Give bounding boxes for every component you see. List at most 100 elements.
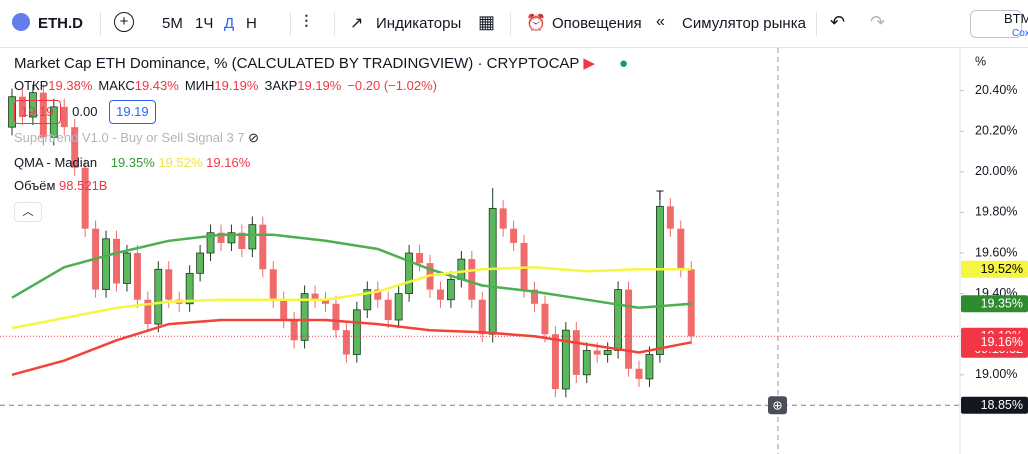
y-tick-label: 20.20% [975, 124, 1017, 138]
replay[interactable]: Симулятор рынка [682, 15, 806, 32]
replay-icon: « [656, 13, 665, 30]
hidden-icon[interactable]: ⊘ [248, 130, 260, 145]
collapse[interactable]: ︿ [14, 202, 42, 222]
candle-body [499, 208, 507, 229]
candle-body [561, 329, 570, 390]
symbol[interactable]: ETH.D [38, 15, 83, 32]
ask[interactable]: 19.19 [109, 100, 156, 124]
candle-body [290, 320, 298, 341]
ohlc-row: ОТКР19.38% МАКС19.43% МИН19.19% ЗАКР19.19% −… [14, 76, 437, 96]
spread: 0.00 [72, 104, 98, 119]
candle-body [18, 96, 26, 118]
candle-body [551, 334, 559, 390]
qma-row: QMA - Madian 19.35% 19.52% 19.16% [14, 153, 250, 173]
candle-body [572, 330, 580, 375]
candle-body [322, 299, 329, 304]
ohlc-value: 19.43% [134, 78, 179, 93]
candle-body [394, 293, 403, 321]
candle-body [635, 368, 643, 379]
candle-body [39, 92, 47, 138]
volume-value: 98.521B [59, 178, 108, 193]
indicators[interactable]: Индикаторы [376, 15, 462, 32]
candle-body [405, 252, 414, 295]
ohlc-label: ЗАКР [264, 78, 298, 93]
quote-row: 19.19 0.00 19.19 [14, 100, 156, 124]
candle-body [133, 253, 141, 300]
candle-body [625, 289, 633, 369]
candle-body [154, 268, 163, 325]
candle-body [259, 224, 267, 270]
qma-value: 19.16% [206, 155, 251, 170]
candle-body [269, 269, 277, 300]
signal-marker: T [656, 189, 664, 203]
separator [334, 12, 335, 36]
candle-body [582, 350, 591, 376]
candle-body [300, 293, 309, 341]
candle-body [384, 299, 392, 321]
qma-value: 19.35% [110, 155, 155, 170]
title: Market Cap ETH Dominance, % (CALCULATED … [14, 55, 580, 72]
candle-body [603, 350, 612, 355]
crosshair-button [768, 396, 787, 415]
qma-value: 19.52% [158, 155, 203, 170]
candle-body [342, 330, 350, 355]
undo[interactable]: ↶ [830, 12, 846, 32]
candle-body [71, 127, 79, 168]
volume-row: Объём 98.521B [14, 176, 107, 196]
candle-body [478, 299, 486, 335]
supertrend-row: Supertrend V1.0 - Buy or Sell Signal 3 7… [14, 128, 259, 148]
y-tick-label: 19.60% [975, 245, 1017, 259]
templates[interactable]: ▦ [478, 12, 496, 32]
redo[interactable]: ↷ [870, 12, 886, 32]
crosshair-plus: ⊕ [772, 399, 782, 413]
interval[interactable]: Д [224, 15, 235, 32]
candle-body [217, 232, 225, 243]
separator [100, 12, 101, 36]
ohlc-label: МАКС [98, 78, 135, 93]
interval[interactable]: Н [246, 15, 257, 32]
candle-body [165, 269, 173, 300]
candle-body [677, 228, 685, 270]
y-tick-label: 19.80% [975, 205, 1017, 219]
supertrend: Supertrend V1.0 - Buy or Sell Signal 3 7 [14, 130, 245, 145]
indicators-icon: ↗ [350, 15, 364, 32]
ma-line [11, 233, 692, 310]
ohlc-value: 19.19% [214, 78, 259, 93]
account-box[interactable] [970, 10, 1022, 38]
candle-body [352, 309, 361, 355]
separator [816, 12, 817, 36]
candle-body [457, 258, 466, 280]
candle-body [656, 205, 664, 355]
interval[interactable]: 5M [162, 15, 183, 32]
candle-body [280, 299, 288, 321]
candle-body [510, 228, 518, 243]
candle-body [593, 350, 601, 355]
volume-name: Объём [14, 178, 56, 193]
bid[interactable]: 19.19 [14, 100, 61, 124]
chart-type[interactable]: ⫶ [304, 12, 309, 32]
candle-body [196, 252, 205, 274]
price-label: 19.52% [981, 262, 1023, 276]
y-tick-label: 19.00% [975, 367, 1017, 381]
y-tick-label: 20.40% [975, 83, 1017, 97]
candle-body [28, 92, 37, 118]
add-symbol[interactable]: + [114, 12, 134, 32]
alerts[interactable]: Оповещения [552, 15, 642, 32]
separator [290, 12, 291, 36]
change: −0.20 (−1.02%) [347, 78, 437, 93]
ma-line [11, 318, 692, 377]
candle-body [248, 224, 257, 250]
candle-body [531, 289, 538, 304]
interval[interactable]: 1Ч [195, 15, 214, 32]
candle-body [645, 354, 654, 380]
candle-body [614, 289, 622, 351]
candle-body [144, 299, 152, 325]
toolbar: ETH.D + 5M 1Ч Д Н ⫶ ↗ Индикаторы ▦ ⏰ Опо… [0, 0, 1028, 48]
status: ● [619, 55, 629, 72]
candle-body [520, 242, 528, 290]
ma-line [11, 265, 692, 330]
alert-icon: ⏰ [526, 15, 546, 32]
candle-body [81, 167, 89, 229]
candle-body [374, 289, 382, 300]
separator [510, 12, 511, 36]
